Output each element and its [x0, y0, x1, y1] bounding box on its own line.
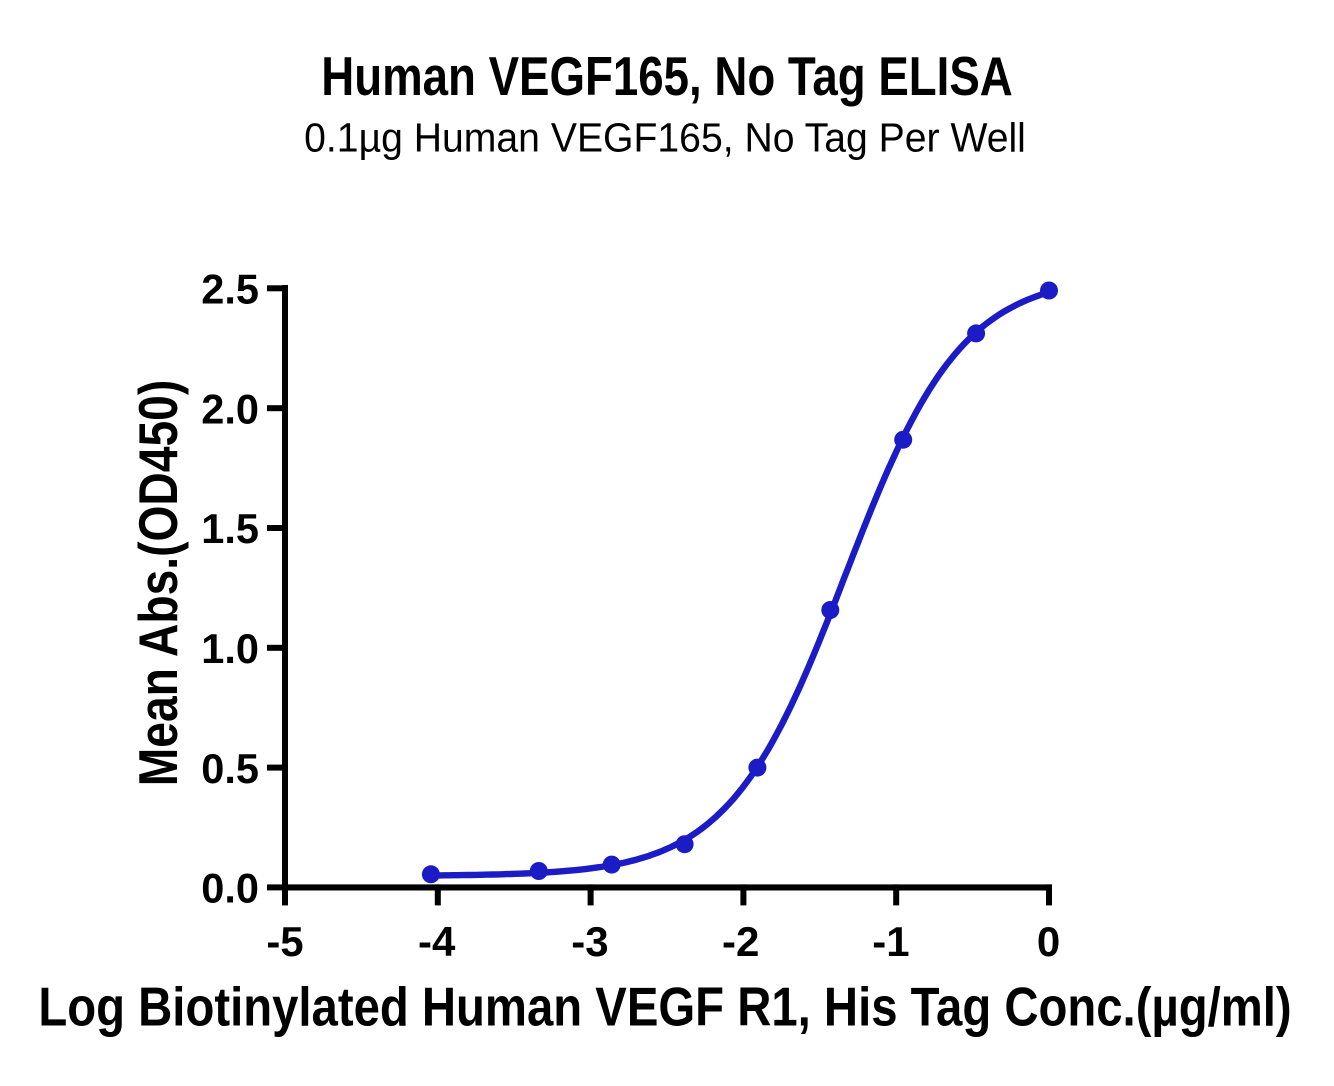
svg-text:Log Biotinylated Human VEGF R1: Log Biotinylated Human VEGF R1, His Tag …	[38, 976, 1291, 1037]
svg-text:1.0: 1.0	[201, 625, 259, 672]
svg-text:0.5: 0.5	[201, 745, 259, 792]
svg-text:-5: -5	[266, 918, 303, 965]
svg-text:Human VEGF165, No Tag ELISA: Human VEGF165, No Tag ELISA	[321, 45, 1012, 107]
svg-text:0: 0	[1037, 918, 1060, 965]
svg-text:-1: -1	[872, 918, 909, 965]
svg-text:0.0: 0.0	[201, 865, 259, 912]
svg-text:-2: -2	[722, 918, 759, 965]
svg-text:2.0: 2.0	[201, 385, 259, 432]
svg-text:1.5: 1.5	[201, 505, 259, 552]
svg-text:2.5: 2.5	[201, 266, 259, 313]
svg-text:-3: -3	[571, 918, 608, 965]
svg-text:Mean Abs.(OD450): Mean Abs.(OD450)	[127, 380, 189, 786]
svg-text:-4: -4	[418, 918, 456, 965]
svg-text:0.1µg Human VEGF165, No Tag Pe: 0.1µg Human VEGF165, No Tag Per Well	[304, 116, 1026, 161]
